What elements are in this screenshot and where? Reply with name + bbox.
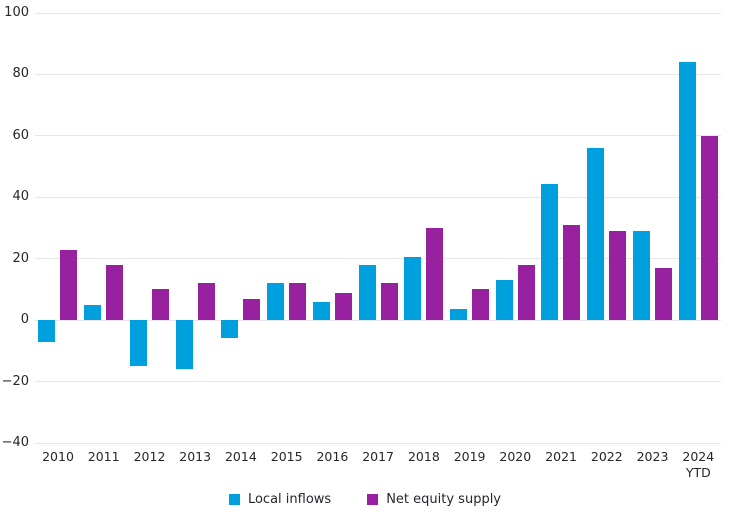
bar-net-equity-supply-2016 (334, 292, 352, 321)
y-tick-0: 0 (20, 312, 29, 328)
x-tick-2013: 2013 (179, 449, 212, 464)
x-tick-2018: 2018 (407, 449, 440, 464)
x-tick-2021: 2021 (545, 449, 577, 464)
x-tick-2016: 2016 (316, 449, 349, 464)
gridline-60 (35, 135, 721, 137)
bar-net-equity-supply-2023 (654, 267, 672, 321)
bar-net-equity-supply-2012 (151, 289, 169, 321)
bar-net-equity-supply-2020 (517, 264, 535, 321)
y-tick--40: −40 (1, 435, 29, 450)
bar-local-inflows-2017 (358, 264, 376, 321)
gridline--20 (35, 381, 721, 383)
x-tick-2012: 2012 (133, 449, 166, 464)
y-tick-20: 20 (12, 250, 29, 266)
x-tick-2024-ytd: 2024 YTD (682, 449, 715, 480)
bar-local-inflows-2013 (175, 320, 193, 370)
y-tick-40: 40 (12, 189, 29, 205)
x-tick-2010: 2010 (42, 449, 74, 464)
bar-net-equity-supply-2021 (563, 224, 581, 321)
y-axis: 100 80 60 40 20 0 −20 −40 (0, 0, 35, 524)
legend-item-local-inflows[interactable]: Local inflows (228, 491, 332, 507)
net-equity-supply-swatch (367, 493, 379, 505)
x-tick-2014: 2014 (224, 449, 257, 464)
bar-net-equity-supply-2011 (106, 264, 124, 321)
bar-net-equity-supply-2022 (609, 231, 627, 321)
bar-net-equity-supply-2024-ytd (700, 135, 718, 321)
gridline--40 (35, 442, 721, 444)
gridline-80 (35, 73, 721, 75)
bar-local-inflows-2018 (404, 257, 422, 321)
legend-label-local-inflows: Local inflows (247, 491, 332, 507)
bar-local-inflows-2010 (38, 320, 56, 342)
y-tick-80: 80 (12, 66, 29, 82)
plot-area (35, 12, 721, 444)
bar-local-inflows-2020 (495, 280, 513, 321)
bar-net-equity-supply-2013 (197, 283, 215, 321)
bar-net-equity-supply-2014 (243, 298, 261, 321)
bar-local-inflows-2019 (450, 309, 467, 321)
x-tick-2019: 2019 (453, 449, 486, 464)
legend-item-net-equity-supply[interactable]: Net equity supply (367, 492, 501, 507)
bar-local-inflows-2015 (267, 283, 284, 321)
x-axis: 2010 2011 2012 2013 2014 2015 2016 2017 2018 2019… (35, 449, 721, 487)
bar-local-inflows-2016 (312, 301, 330, 321)
gridline-20 (35, 258, 721, 260)
bar-net-equity-supply-2017 (380, 283, 398, 321)
y-tick-60: 60 (12, 127, 29, 143)
x-tick-2023: 2023 (636, 449, 669, 464)
gridline-100 (35, 12, 721, 14)
x-tick-2011: 2011 (87, 449, 120, 464)
x-tick-2020: 2020 (499, 449, 532, 464)
x-tick-2022: 2022 (590, 449, 623, 464)
x-tick-2015: 2015 (270, 449, 303, 464)
bar-net-equity-supply-2015 (289, 283, 306, 321)
bar-local-inflows-2014 (221, 320, 239, 339)
bar-local-inflows-2023 (632, 231, 650, 321)
bar-local-inflows-2024-ytd (678, 62, 696, 321)
legend-label-net-equity-supply: Net equity supply (386, 491, 502, 507)
local-inflows-swatch (228, 493, 240, 505)
gridline-40 (35, 196, 721, 198)
bar-net-equity-supply-2019 (472, 289, 489, 321)
x-tick-2017: 2017 (362, 449, 394, 464)
bar-local-inflows-2022 (587, 148, 605, 321)
bar-net-equity-supply-2010 (60, 249, 78, 321)
gridline-0 (35, 319, 721, 321)
y-tick--20: −20 (1, 373, 29, 389)
legend: Local inflows Net equity supply (0, 487, 730, 511)
y-tick-100: 100 (4, 5, 29, 20)
bar-local-inflows-2011 (84, 304, 102, 321)
bar-local-inflows-2012 (129, 320, 147, 367)
bar-local-inflows-2021 (541, 183, 559, 321)
bar-net-equity-supply-2018 (426, 228, 444, 321)
